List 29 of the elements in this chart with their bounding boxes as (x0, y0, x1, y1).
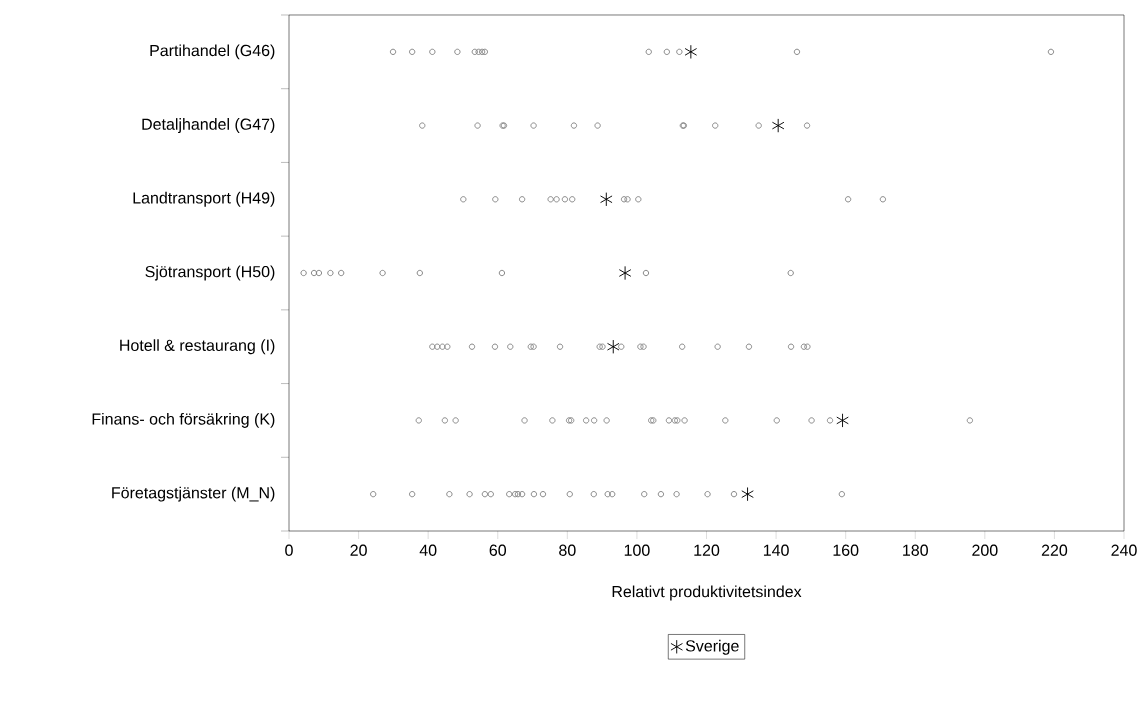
y-tick-label: Partihandel (G46) (150, 44, 275, 60)
point (600, 192, 613, 207)
x-tick-label: 0 (285, 544, 293, 556)
y-tick-label: Företagstjänster (M_N) (112, 486, 275, 502)
x-axis-title: Relativt produktivitetsindex (612, 585, 802, 601)
x-tick-label: 220 (1041, 544, 1068, 556)
x-tick-label: 120 (694, 544, 720, 556)
y-tick-label: Landtransport (H49) (133, 191, 275, 207)
point (607, 339, 620, 354)
y-tick-label: Sjötransport (H50) (145, 265, 275, 281)
x-tick-label: 100 (624, 544, 650, 556)
y-tick-label: Hotell & restaurang (I) (120, 339, 275, 355)
x-tick-label: 180 (903, 544, 928, 556)
x-tick-label: 20 (350, 544, 367, 556)
x-tick-label: 200 (972, 544, 998, 556)
x-tick-label: 60 (489, 544, 507, 556)
point (771, 118, 785, 133)
x-tick-label: 40 (419, 544, 437, 556)
x-tick-label: 160 (833, 544, 859, 556)
point (618, 265, 632, 281)
x-tick-label: 240 (1111, 544, 1137, 556)
point (836, 413, 849, 428)
point (684, 44, 698, 59)
legend-label: Sverige (685, 639, 739, 655)
y-tick-label: Finans- och försäkring (K) (92, 412, 275, 428)
point (741, 487, 754, 502)
x-tick-label: 140 (763, 544, 789, 556)
x-tick-label: 80 (559, 544, 576, 556)
y-tick-label: Detaljhandel (G47) (142, 118, 275, 134)
